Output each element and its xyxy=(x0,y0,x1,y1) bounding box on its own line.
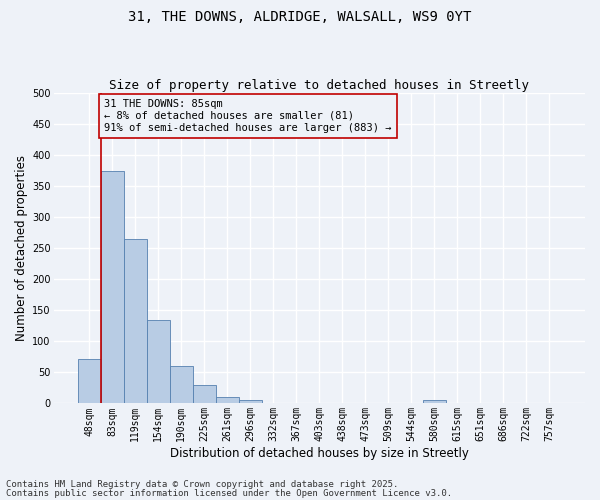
Title: Size of property relative to detached houses in Streetly: Size of property relative to detached ho… xyxy=(109,79,529,92)
Bar xyxy=(78,358,101,404)
Bar xyxy=(193,385,216,404)
Text: 31 THE DOWNS: 85sqm
← 8% of detached houses are smaller (81)
91% of semi-detache: 31 THE DOWNS: 85sqm ← 8% of detached hou… xyxy=(104,100,392,132)
Bar xyxy=(101,170,124,404)
Bar xyxy=(147,320,170,404)
X-axis label: Distribution of detached houses by size in Streetly: Distribution of detached houses by size … xyxy=(170,447,469,460)
Bar xyxy=(423,400,446,404)
Bar xyxy=(239,400,262,404)
Text: Contains HM Land Registry data © Crown copyright and database right 2025.: Contains HM Land Registry data © Crown c… xyxy=(6,480,398,489)
Bar xyxy=(170,366,193,404)
Y-axis label: Number of detached properties: Number of detached properties xyxy=(15,156,28,342)
Text: 31, THE DOWNS, ALDRIDGE, WALSALL, WS9 0YT: 31, THE DOWNS, ALDRIDGE, WALSALL, WS9 0Y… xyxy=(128,10,472,24)
Text: Contains public sector information licensed under the Open Government Licence v3: Contains public sector information licen… xyxy=(6,488,452,498)
Bar xyxy=(216,397,239,404)
Bar xyxy=(124,239,147,404)
